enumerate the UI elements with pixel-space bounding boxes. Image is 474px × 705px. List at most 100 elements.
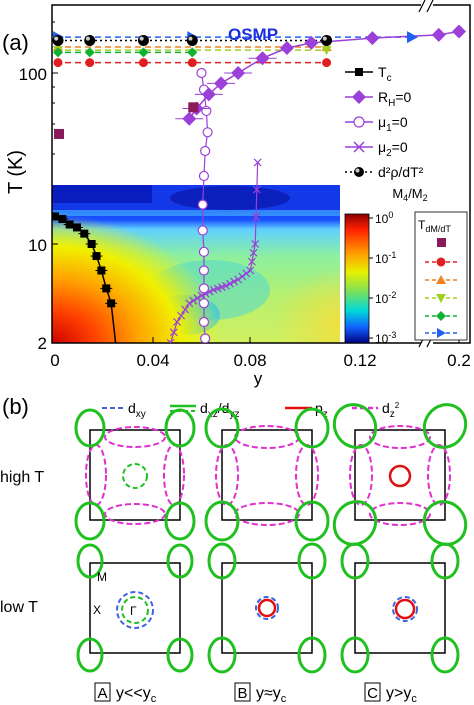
tc-marker: [92, 252, 101, 261]
x-tick-0.04: 0.04: [136, 351, 169, 370]
d2rho-marker-highlight: [322, 36, 327, 41]
osmp-label: OSMP: [228, 25, 278, 44]
tc-marker: [97, 266, 106, 275]
rh-marker: [304, 35, 319, 50]
y-tick-100: 100: [19, 65, 47, 84]
mu2-marker-b: [234, 275, 243, 284]
mu1-marker: [198, 246, 210, 257]
legend-dz2: dz2: [382, 400, 400, 420]
mu1-marker: [198, 170, 210, 182]
mu1-marker: [198, 298, 210, 309]
tdm-diamond-marker: [138, 47, 149, 58]
tdm-itriangle-marker: [321, 46, 332, 56]
mu1-marker: [201, 105, 212, 117]
y-axis-label: T (K): [5, 150, 27, 194]
mu1-marker: [200, 145, 211, 157]
d2rho-marker: [52, 34, 64, 46]
y-tick-2: 2: [38, 334, 47, 353]
caption-b-text: y≈yc: [256, 685, 287, 705]
mu2-marker-b: [226, 279, 234, 288]
fs-low-a: M X Γ: [76, 543, 194, 673]
tdm-legend: TdM/dT: [414, 211, 468, 341]
mu2-marker-b: [248, 257, 256, 266]
mu2-marker-b: [173, 318, 182, 326]
tc-marker: [102, 284, 111, 293]
tc-marker: [112, 342, 121, 343]
mu1-marker: [202, 127, 213, 138]
tdm-circle-marker: [53, 58, 63, 68]
legend-tc: Tc: [378, 64, 392, 84]
caption-a: A y<<yc: [94, 682, 157, 705]
row-label-low-t: low T: [0, 599, 38, 616]
tdm-circle-marker: [138, 58, 148, 68]
mu2-marker-b: [230, 277, 238, 286]
d2rho-marker-highlight: [54, 36, 59, 41]
panel-b-label: (b): [2, 394, 29, 419]
rh-marker: [365, 31, 380, 46]
tc-marker: [58, 215, 67, 224]
tc-marker: [65, 220, 74, 229]
d2rho-marker: [84, 34, 96, 46]
tc-marker: [52, 212, 59, 221]
mu2-marker-b: [251, 240, 260, 248]
x-tick-0: 0: [50, 351, 59, 370]
series-line-mu2: [169, 162, 259, 343]
mu2-marker-b: [252, 185, 261, 194]
rh-marker: [182, 111, 197, 126]
rh-marker: [431, 27, 446, 42]
mu1-marker: [197, 199, 208, 210]
cb-tick-2: 10-1: [375, 250, 396, 266]
mu2-marker-b: [221, 281, 230, 290]
tdm-square-marker: [188, 102, 199, 113]
y-tick-marks: [52, 21, 58, 245]
mu2-marker-b: [193, 294, 202, 303]
panel-a: (a) T (K) 100 10 2: [2, 0, 471, 388]
caption-a-box: A: [97, 685, 107, 702]
rh-marker: [279, 41, 294, 56]
bz-label-gamma: Γ: [130, 604, 137, 618]
d2rho-marker: [137, 34, 149, 46]
d2rho-marker-highlight: [188, 36, 193, 41]
tdm-circle-marker: [322, 58, 332, 68]
y-tick-10: 10: [28, 236, 47, 255]
cb-tick-3: 10-2: [375, 290, 396, 306]
panel-b: (b) dxy dxz/dyz pz dz2 high T low T: [0, 394, 468, 705]
fs-high-b: [204, 407, 330, 542]
mu1-marker: [198, 316, 210, 328]
fs-high-a: [74, 408, 196, 541]
mu2-marker-b: [185, 299, 194, 308]
caption-c-box: C: [367, 685, 378, 702]
d2rho-marker: [186, 34, 198, 46]
rh-marker: [201, 87, 216, 102]
fs-low-b: [207, 542, 327, 674]
plot-frame: [51, 4, 471, 344]
mu2-marker-b: [249, 248, 258, 257]
legend-d2rho: d²ρ/dT²: [378, 164, 424, 180]
mu1-marker: [198, 283, 210, 294]
colorbar-title: M4/M2: [392, 186, 427, 203]
x-tick-0.12: 0.12: [343, 351, 376, 370]
bz-label-x: X: [93, 603, 101, 617]
mu1-marker: [200, 333, 211, 343]
data-marks: [52, 24, 466, 343]
tdm-diamond-marker: [84, 47, 95, 58]
legend-rh: RH=0: [378, 89, 412, 109]
x-tick-0.08: 0.08: [233, 351, 266, 370]
tc-marker: [107, 299, 116, 308]
rh-marker: [452, 24, 466, 39]
mu2-marker-b: [177, 311, 186, 320]
tdm-circle-marker: [85, 58, 95, 68]
mu2-marker-b: [246, 266, 255, 275]
tdm-rtriangle-marker: [407, 31, 419, 44]
fs-low-c: [340, 542, 460, 674]
colorbar: M4/M2 100 10-1 10-2 10-3: [344, 186, 428, 346]
mu2-marker-b: [242, 269, 251, 278]
caption-b: B y≈yc: [234, 682, 287, 705]
tdm-square-marker: [54, 128, 64, 139]
tdm-diamond-marker: [187, 47, 198, 58]
panel-a-label: (a): [2, 30, 29, 55]
mu2-marker-b: [252, 212, 260, 221]
legend-mu2: μ2=0: [378, 139, 408, 159]
rh-marker: [255, 51, 270, 66]
